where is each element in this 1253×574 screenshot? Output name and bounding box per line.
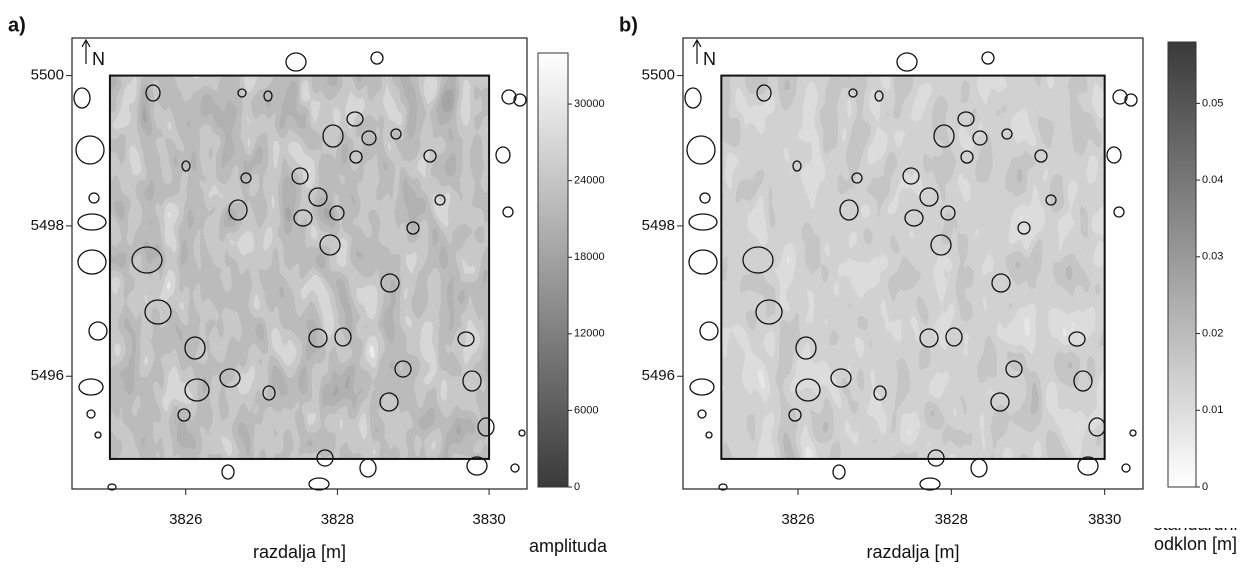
colorbar-tick-label: 0.02 — [1202, 327, 1223, 339]
north-label: N — [92, 49, 105, 69]
y-tick-label: 5500 — [642, 67, 675, 84]
north-arrow — [81, 38, 91, 64]
y-tick-label: 5496 — [642, 367, 675, 384]
colorbar-tick-label: 0 — [1202, 481, 1208, 493]
y-tick-label: 5498 — [642, 217, 675, 234]
north-arrow — [692, 38, 702, 64]
colorbar-tick-label: 12000 — [574, 328, 605, 340]
x-axis-label: razdalja [m] — [253, 542, 346, 562]
colorbar-tick-label: 30000 — [574, 98, 605, 110]
x-tick-label: 3830 — [1088, 511, 1121, 528]
colorbar-label-box: standardni odklon [m] — [1153, 528, 1238, 554]
colorbar-tick-label: 0.03 — [1202, 251, 1223, 263]
x-tick-label: 3828 — [321, 511, 354, 528]
object-outlines — [73, 51, 527, 491]
colorbar-tick-label: 6000 — [574, 404, 598, 416]
y-tick-label: 5498 — [31, 217, 64, 234]
x-axis-label: razdalja [m] — [866, 542, 959, 562]
panel-label: b) — [619, 14, 638, 36]
raster — [721, 75, 1105, 459]
north-label: N — [703, 49, 716, 69]
y-tick-label: 5500 — [31, 67, 64, 84]
x-tick-label: 3826 — [169, 511, 202, 528]
x-tick-label: 3830 — [472, 511, 505, 528]
colorbar-tick-label: 0 — [574, 481, 580, 493]
colorbar-label: amplituda — [528, 536, 608, 556]
y-tick-label: 5496 — [31, 367, 64, 384]
colorbar-tick-label: 0.05 — [1202, 97, 1223, 109]
colorbar-tick-label: 18000 — [574, 251, 605, 263]
colorbar-tick-label: 0.01 — [1202, 404, 1223, 416]
raster-border — [720, 74, 1106, 460]
raster-border — [108, 74, 491, 460]
x-tick-label: 3828 — [935, 511, 968, 528]
rasters — [71, 37, 1144, 490]
annotations: a) N 3826 3828 3830 5496 5498 5500 razdalja [m] 0… — [8, 14, 1238, 562]
colorbar — [1167, 41, 1197, 488]
colorbar-label: standardni odklon [m] — [1153, 528, 1238, 554]
colorbar-tick-label: 24000 — [574, 175, 605, 187]
x-tick-label: 3826 — [781, 511, 814, 528]
colorbar-tick-label: 0.04 — [1202, 174, 1223, 186]
raster — [109, 75, 490, 459]
colorbar — [537, 52, 569, 488]
panel-label: a) — [8, 14, 26, 36]
colorbar-label-box: amplituda — [528, 536, 608, 556]
